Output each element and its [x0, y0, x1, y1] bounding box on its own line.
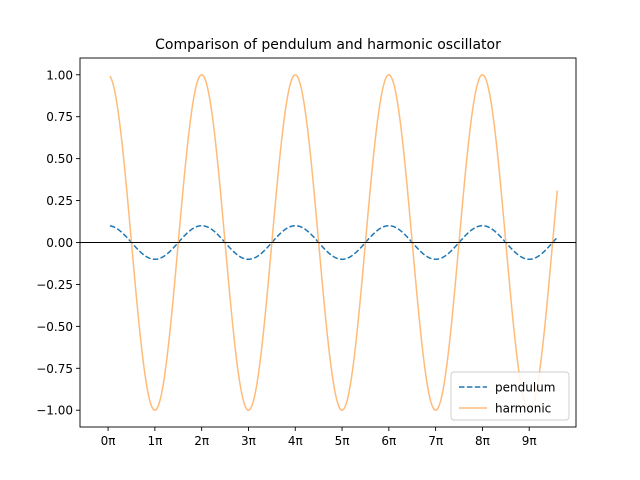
y-tick-label: 0.50: [46, 152, 73, 166]
x-tick-label: 1π: [147, 434, 162, 448]
chart-title: Comparison of pendulum and harmonic osci…: [155, 37, 501, 53]
series-line-pendulum: [109, 224, 558, 261]
y-tick-label: −0.75: [36, 362, 73, 376]
y-tick-label: −0.50: [36, 320, 73, 334]
y-tick-label: −0.25: [36, 278, 73, 292]
x-tick-label: 5π: [335, 434, 350, 448]
y-tick-label: −1.00: [36, 404, 73, 418]
y-tick-label: 0.75: [46, 110, 73, 124]
y-tick-label: 0.00: [46, 236, 73, 250]
y-tick-label: 1.00: [46, 68, 73, 82]
series-line-harmonic: [109, 73, 559, 411]
x-tick-label: 4π: [288, 434, 303, 448]
y-tick-label: 0.25: [46, 194, 73, 208]
x-tick-label: 0π: [101, 434, 116, 448]
x-tick-label: 9π: [522, 434, 537, 448]
legend-label-pendulum: pendulum: [495, 381, 555, 395]
plot-area: 0π 1π 2π 3π 4π 5π 6π 7π 8π 9π −1.00 −0.75 −0.50 −0.25…: [36, 57, 577, 448]
x-tick-label: 2π: [194, 434, 209, 448]
x-tick-label: 3π: [241, 434, 256, 448]
legend-label-harmonic: harmonic: [495, 402, 551, 416]
x-tick-label: 8π: [475, 434, 490, 448]
x-tick-label: 6π: [381, 434, 396, 448]
x-tick-label: 7π: [428, 434, 443, 448]
